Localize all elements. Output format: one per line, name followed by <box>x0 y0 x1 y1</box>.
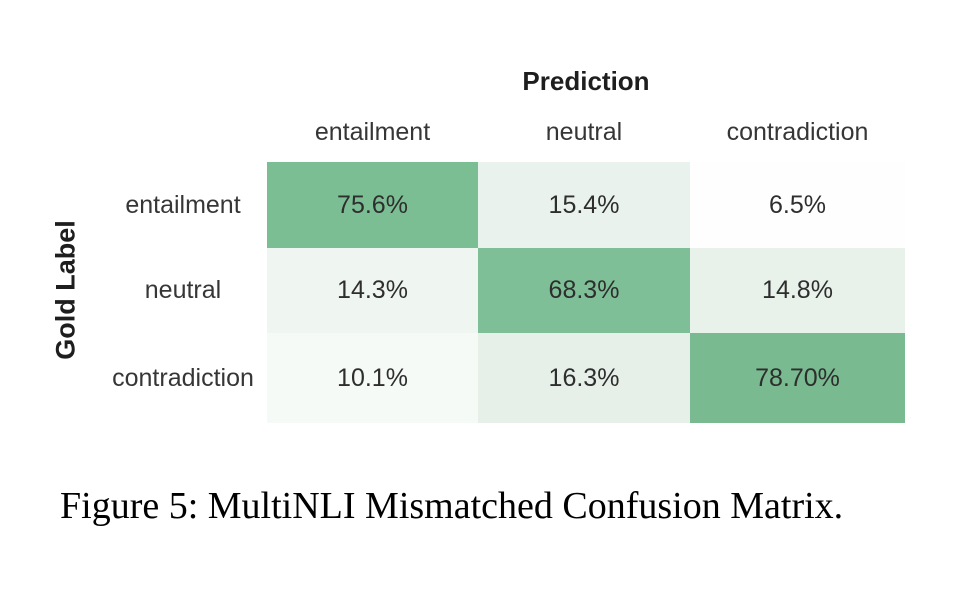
row-header-contradiction: contradiction <box>112 363 254 392</box>
cell-entailment-neutral: 15.4% <box>478 162 690 248</box>
cell-contradiction-contradiction: 78.70% <box>690 333 905 423</box>
cell-contradiction-neutral: 16.3% <box>478 333 690 423</box>
row-header-neutral: neutral <box>144 276 222 304</box>
col-header-neutral: neutral <box>545 118 623 146</box>
cell-entailment-entailment: 75.6% <box>267 162 478 248</box>
x-axis-title: Prediction <box>522 66 650 96</box>
col-header-entailment: entailment <box>314 118 431 146</box>
column-headers: entailment neutral contradiction <box>267 118 905 147</box>
figure-caption: Figure 5: MultiNLI Mismatched Confusion … <box>60 485 844 527</box>
cell-neutral-contradiction: 14.8% <box>690 248 905 333</box>
heatmap-grid: 75.6% 15.4% 6.5% 14.3% 68.3% 14.8% 10.1%… <box>267 162 905 423</box>
col-header-contradiction: contradiction <box>726 118 869 146</box>
row-header-entailment: entailment <box>125 190 241 219</box>
cell-neutral-neutral: 68.3% <box>478 248 690 333</box>
row-headers: entailment neutral contradiction <box>58 162 308 423</box>
cell-entailment-contradiction: 6.5% <box>690 162 905 248</box>
cell-neutral-entailment: 14.3% <box>267 248 478 333</box>
cell-contradiction-entailment: 10.1% <box>267 333 478 423</box>
